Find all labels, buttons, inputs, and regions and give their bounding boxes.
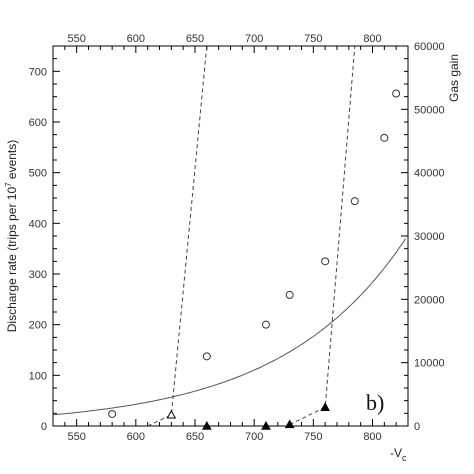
axis-ticks [53,45,408,427]
x-tick-label-bottom: 700 [245,431,263,443]
left-y-axis-label: Discharge rate (trips per 107 events) [4,140,19,333]
gain-point [321,257,330,266]
y-tick-label-left: 200 [29,320,47,332]
plot-frame [52,45,409,427]
x-tick-label-top: 800 [363,33,381,45]
x-tick-label-top: 650 [186,33,204,45]
filled-triangle-point [261,420,271,430]
y-tick-label-right: 30000 [414,231,445,243]
y-tick-label-right: 20000 [414,294,445,306]
x-axis-label: -Vc [390,446,407,463]
y-tick-label-right: 40000 [414,168,445,180]
x-tick-label-bottom: 650 [186,431,204,443]
open-triangle-dashed-line [147,45,208,427]
x-tick-label-top: 600 [127,33,145,45]
x-tick-label-bottom: 600 [127,431,145,443]
y-tick-label-left: 0 [41,421,47,433]
open-triangle-point [166,409,177,419]
series-layer [52,45,407,430]
gain-point [380,133,389,142]
y-tick-label-left: 400 [29,218,47,230]
x-tick-label-bottom: 550 [67,431,85,443]
right-y-axis-label: Gas gain [447,54,461,102]
filled-triangle-point [284,419,295,429]
gain-point [108,409,117,418]
x-tick-label-top: 550 [67,33,85,45]
filled-triangle-point [320,402,331,411]
tick-labels: 550 600 650 700 750 800 550 600 650 700 750 800 0 100… [29,33,445,443]
panel-annotation: b) [366,390,384,415]
x-tick-label-bottom: 800 [363,431,381,443]
x-tick-label-top: 750 [304,33,322,45]
y-tick-label-right: 10000 [414,358,445,370]
y-tick-label-left: 600 [29,117,47,129]
x-tick-label-top: 700 [245,33,263,45]
y-tick-label-left: 100 [29,370,47,382]
y-tick-label-right: 60000 [414,41,445,53]
gain-point [392,89,401,98]
gain-point [350,197,359,206]
filled-triangle-point [201,420,212,430]
y-tick-label-right: 0 [414,421,420,433]
gain-point [262,320,270,329]
filled-triangle-dashed-line [289,45,356,425]
x-tick-label-bottom: 750 [304,431,322,443]
gain-point [202,352,211,361]
y-tick-label-left: 500 [29,168,47,180]
gain-point [285,290,294,299]
gain-fit-curve [52,238,407,416]
y-tick-label-right: 50000 [414,104,445,116]
y-tick-label-left: 700 [29,66,47,78]
y-tick-label-left: 300 [29,269,47,281]
